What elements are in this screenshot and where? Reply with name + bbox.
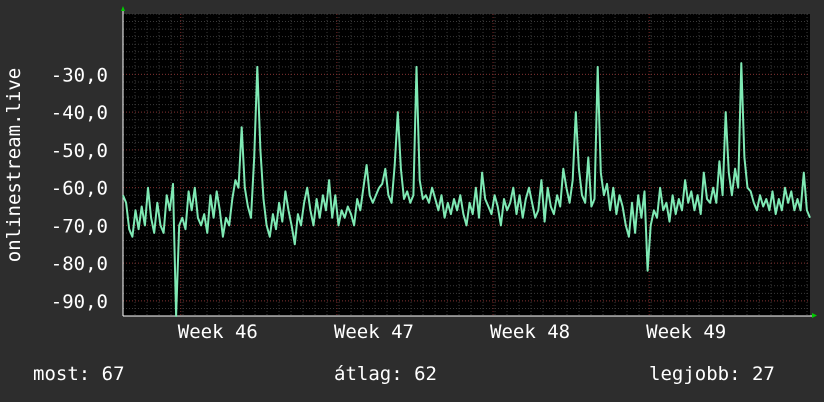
stat-current: most: 67 <box>33 363 125 385</box>
x-tick-label: Week 46 <box>178 321 258 343</box>
chart: -90,0 -80,0 -70,0 -60,0 -50,0 -40,0 -30,0 Week… <box>3 6 817 343</box>
x-tick-label: Week 47 <box>334 321 414 343</box>
series-line <box>122 62 811 317</box>
y-axis-arrow <box>121 6 125 11</box>
x-tick-label: Week 48 <box>490 321 570 343</box>
y-tick-label: -90,0 <box>51 291 108 313</box>
x-axis-arrow <box>812 313 817 318</box>
y-axis-label: onlinestream.live <box>3 68 25 262</box>
stat-average: átlag: 62 <box>334 363 437 385</box>
plot-area <box>123 14 810 316</box>
axes <box>122 9 812 317</box>
y-tick-label: -80,0 <box>51 253 108 275</box>
x-ticks: Week 46 Week 47 Week 48 Week 49 <box>178 321 726 343</box>
y-ticks: -90,0 -80,0 -70,0 -60,0 -50,0 -40,0 -30,0 <box>51 64 108 313</box>
y-tick-label: -60,0 <box>51 178 108 200</box>
y-tick-label: -50,0 <box>51 140 108 162</box>
y-tick-label: -70,0 <box>51 215 108 237</box>
y-tick-label: -40,0 <box>51 102 108 124</box>
x-tick-label: Week 49 <box>646 321 726 343</box>
stat-best: legjobb: 27 <box>649 363 775 385</box>
y-tick-label: -30,0 <box>51 64 108 86</box>
